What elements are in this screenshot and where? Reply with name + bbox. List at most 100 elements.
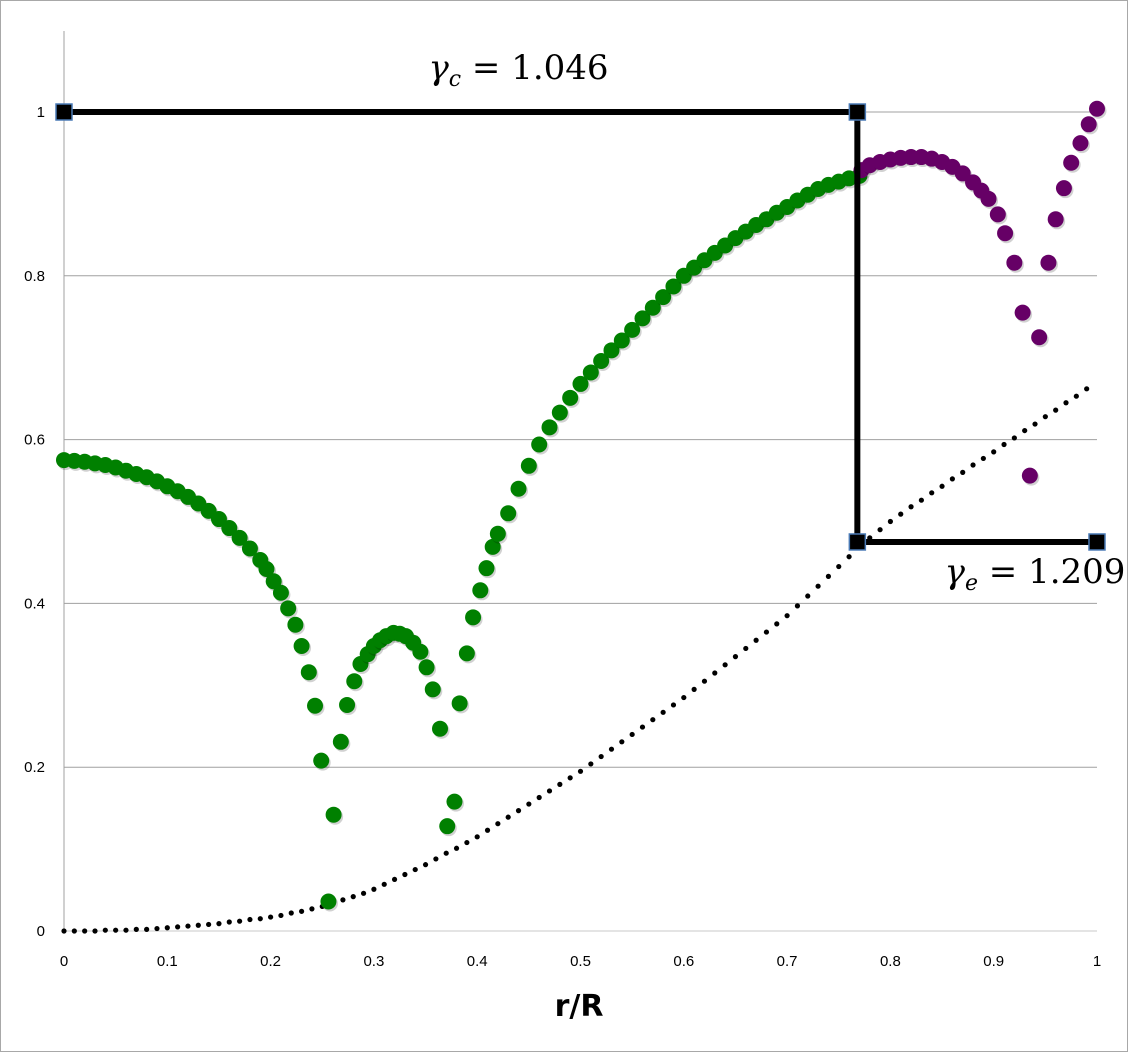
purple-point bbox=[989, 206, 1006, 223]
x-tick-label: 0.5 bbox=[570, 953, 591, 970]
dotted-point bbox=[980, 455, 986, 462]
dotted-point bbox=[991, 449, 997, 455]
x-tick-labels: 0 0.1 0.2 0.3 0.4 0.5 0.6 0.7 0.8 0.9 1 bbox=[60, 953, 1101, 970]
green-point bbox=[510, 480, 527, 497]
dotted-point bbox=[691, 686, 697, 692]
green-point bbox=[280, 600, 297, 617]
dotted-point bbox=[670, 702, 677, 708]
dotted-point bbox=[639, 724, 646, 730]
dotted-point bbox=[588, 761, 594, 767]
y-tick-label: 0.8 bbox=[24, 268, 45, 285]
dotted-point bbox=[949, 476, 955, 482]
green-point bbox=[424, 681, 441, 698]
square-marker bbox=[1088, 533, 1106, 551]
dotted-point bbox=[71, 928, 77, 934]
dotted-point bbox=[340, 897, 346, 903]
green-point bbox=[458, 645, 475, 662]
dotted-point bbox=[237, 918, 243, 924]
dotted-point bbox=[175, 924, 181, 930]
green-point bbox=[293, 637, 310, 654]
dotted-point bbox=[195, 922, 201, 928]
green-point bbox=[332, 733, 349, 750]
dotted-point bbox=[381, 881, 387, 887]
gamma-annotation: γe = 1.209 bbox=[945, 552, 1126, 596]
y-tick-label: 0.4 bbox=[24, 595, 45, 612]
dotted-point bbox=[92, 928, 98, 934]
dotted-point bbox=[598, 753, 604, 760]
dotted-point bbox=[288, 910, 294, 916]
green-point bbox=[489, 525, 506, 542]
dotted-point bbox=[753, 637, 759, 643]
dotted-point bbox=[443, 850, 449, 856]
x-tick-label: 1 bbox=[1093, 953, 1101, 970]
x-tick-label: 0.9 bbox=[983, 953, 1004, 970]
purple-point bbox=[1072, 135, 1089, 152]
dotted-point bbox=[360, 890, 367, 896]
dotted-point bbox=[681, 694, 687, 701]
green-point bbox=[541, 419, 558, 436]
green-point bbox=[572, 375, 589, 392]
x-tick-label: 0.6 bbox=[673, 953, 694, 970]
green-point bbox=[432, 720, 449, 737]
dotted-point bbox=[61, 928, 67, 934]
gamma-value: = 1.209 bbox=[978, 552, 1125, 592]
green-point bbox=[325, 806, 342, 823]
dotted-point bbox=[268, 914, 274, 920]
purple-point bbox=[1014, 304, 1031, 321]
purple-point bbox=[997, 225, 1014, 242]
dotted-point bbox=[257, 916, 263, 922]
purple-series bbox=[853, 100, 1107, 486]
annotations: γc = 1.046 γe = 1.209 bbox=[428, 48, 1125, 596]
dotted-point bbox=[536, 794, 542, 801]
dotted-point bbox=[113, 927, 119, 933]
dotted-point bbox=[908, 504, 914, 510]
dotted-point bbox=[660, 709, 666, 715]
dotted-point bbox=[298, 908, 305, 914]
green-point bbox=[439, 818, 456, 835]
dotted-point bbox=[732, 654, 739, 660]
gamma-guide-lines bbox=[55, 103, 1106, 551]
green-point bbox=[300, 664, 317, 681]
purple-point bbox=[1021, 467, 1038, 484]
green-point bbox=[465, 609, 482, 626]
purple-point bbox=[1080, 116, 1097, 133]
gamma-annotation: γc = 1.046 bbox=[428, 48, 608, 92]
x-tick-label: 0.1 bbox=[157, 953, 178, 970]
dotted-point bbox=[247, 916, 253, 923]
green-point bbox=[339, 696, 356, 713]
dotted-point bbox=[763, 629, 770, 635]
dotted-point bbox=[794, 603, 801, 609]
green-point bbox=[593, 352, 610, 369]
dotted-point bbox=[929, 490, 935, 496]
dotted-point bbox=[144, 926, 150, 932]
dotted-point bbox=[743, 645, 749, 652]
purple-point bbox=[1055, 180, 1072, 197]
dotted-point bbox=[433, 856, 439, 862]
green-point bbox=[265, 573, 282, 590]
dotted-point bbox=[836, 563, 842, 570]
dotted-point bbox=[712, 670, 718, 676]
dotted-point bbox=[608, 746, 615, 752]
dotted-point bbox=[887, 518, 894, 525]
purple-point bbox=[980, 190, 997, 207]
dotted-point bbox=[1073, 393, 1079, 399]
green-point bbox=[320, 893, 337, 910]
green-point bbox=[451, 695, 468, 712]
green-point bbox=[634, 310, 651, 327]
dotted-point bbox=[453, 845, 460, 851]
green-point bbox=[210, 511, 227, 528]
green-point bbox=[613, 332, 630, 349]
purple-point bbox=[1006, 254, 1023, 271]
dotted-point bbox=[557, 781, 563, 787]
green-point bbox=[603, 342, 620, 359]
x-axis-label: r/R bbox=[555, 989, 604, 1024]
green-point bbox=[562, 389, 579, 406]
x-tick-label: 0.8 bbox=[880, 953, 901, 970]
purple-point bbox=[954, 165, 971, 182]
dotted-point bbox=[402, 871, 408, 878]
dotted-point bbox=[1063, 400, 1069, 406]
dotted-point bbox=[1001, 441, 1007, 448]
gamma-value: = 1.046 bbox=[461, 48, 608, 88]
dotted-point bbox=[577, 768, 584, 774]
